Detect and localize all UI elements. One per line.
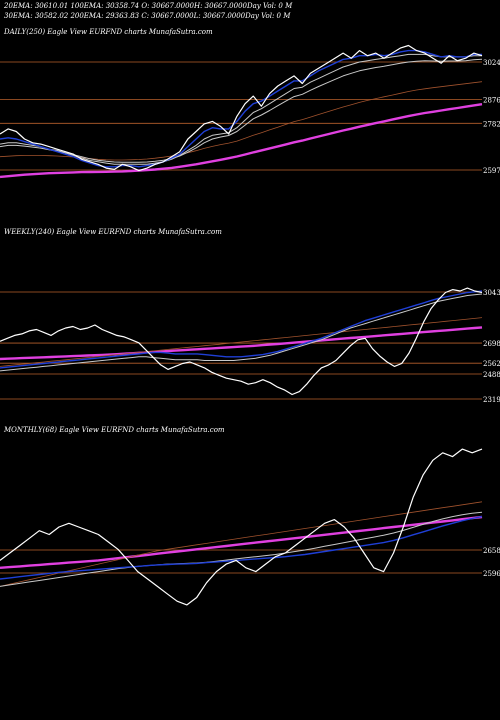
header-line-1: 20EMA: 30610.01 100EMA: 30358.74 O: 3066…	[3, 2, 293, 10]
panels: DAILY(250) Eagle View EURFND charts Muna…	[0, 28, 500, 606]
tick-label: 23196	[483, 396, 500, 404]
tick-label: 26981	[483, 340, 500, 348]
tick-label: 27823	[483, 120, 500, 128]
panel-title: DAILY(250) Eagle View EURFND charts Muna…	[3, 28, 213, 36]
series-line	[0, 515, 483, 580]
panel-1: DAILY(250) Eagle View EURFND charts Muna…	[0, 28, 500, 179]
tick-label: 25620	[483, 360, 500, 368]
panel-title: MONTHLY(68) Eagle View EURFND charts Mun…	[3, 426, 225, 434]
series-line	[0, 317, 483, 367]
panel-2: WEEKLY(240) Eagle View EURFND charts Mun…	[0, 228, 500, 404]
series-line	[0, 448, 483, 606]
header-line-2: 30EMA: 30582.02 200EMA: 29363.83 C: 3066…	[4, 12, 291, 20]
tick-label: 24889	[483, 371, 500, 379]
series-line	[0, 49, 482, 168]
tick-label: 30249	[483, 59, 500, 67]
series-line	[0, 326, 483, 361]
series-line	[0, 293, 483, 372]
series-line	[0, 44, 483, 172]
series-line	[0, 58, 483, 163]
panel-title: WEEKLY(240) Eagle View EURFND charts Mun…	[4, 228, 222, 236]
series-line	[0, 515, 483, 569]
series-line	[0, 53, 482, 165]
series-line	[0, 290, 483, 369]
tick-label: 26581	[483, 547, 500, 555]
series-line	[0, 287, 483, 396]
panel-3: MONTHLY(68) Eagle View EURFND charts Mun…	[0, 426, 500, 606]
series-line	[0, 501, 483, 587]
tick-label: 28764	[483, 97, 500, 105]
tick-label: 25975	[483, 167, 500, 175]
series-line	[0, 103, 483, 179]
tick-label: 30435	[483, 289, 500, 297]
tick-label: 25961	[483, 570, 500, 578]
